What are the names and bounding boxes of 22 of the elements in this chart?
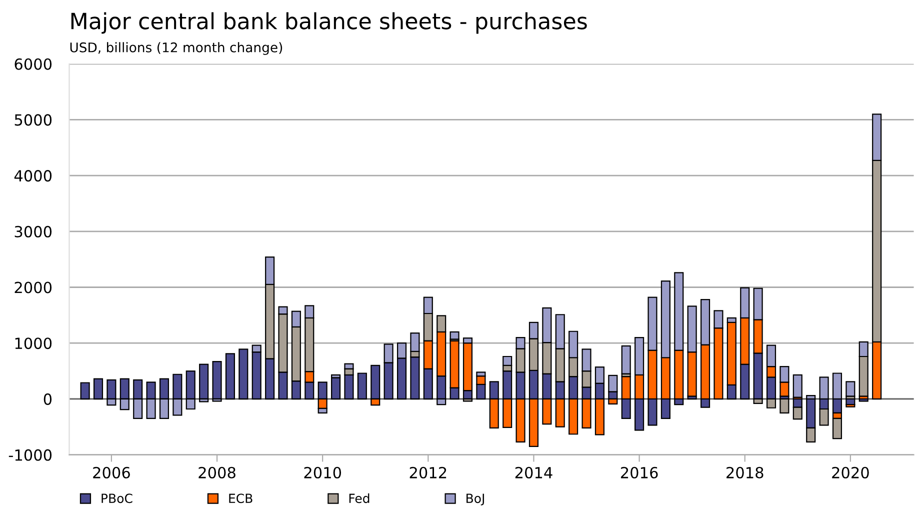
y-tick-label: 2000 <box>14 282 52 294</box>
y-tick-label: 1000 <box>15 338 52 350</box>
legend-label: Fed <box>349 493 370 504</box>
y-tick-label: 0 <box>44 393 52 405</box>
legend-label: ECB <box>229 494 252 504</box>
legend-label: BoJ <box>466 494 484 506</box>
x-tick-label: 2018 <box>726 466 764 478</box>
y-tick-label: -1000 <box>8 449 52 461</box>
x-tick-label: 2006 <box>93 466 130 478</box>
y-tick-label: 6000 <box>14 58 52 70</box>
chart-subtitle: USD, billions (12 month change) <box>70 42 282 55</box>
y-tick-label: 3000 <box>14 226 52 238</box>
x-tick-label: 2008 <box>198 466 236 478</box>
x-tick-label: 2012 <box>410 466 446 478</box>
legend-label: PBoC <box>102 494 132 504</box>
chart-title: Major central bank balance sheets - purchases <box>71 12 587 34</box>
x-tick-label: 2010 <box>304 466 342 478</box>
x-tick-label: 2014 <box>515 466 552 478</box>
y-tick-label: 4000 <box>14 170 52 182</box>
x-tick-label: 2016 <box>620 466 658 478</box>
y-tick-label: 5000 <box>14 114 52 126</box>
x-tick-label: 2020 <box>832 466 869 478</box>
